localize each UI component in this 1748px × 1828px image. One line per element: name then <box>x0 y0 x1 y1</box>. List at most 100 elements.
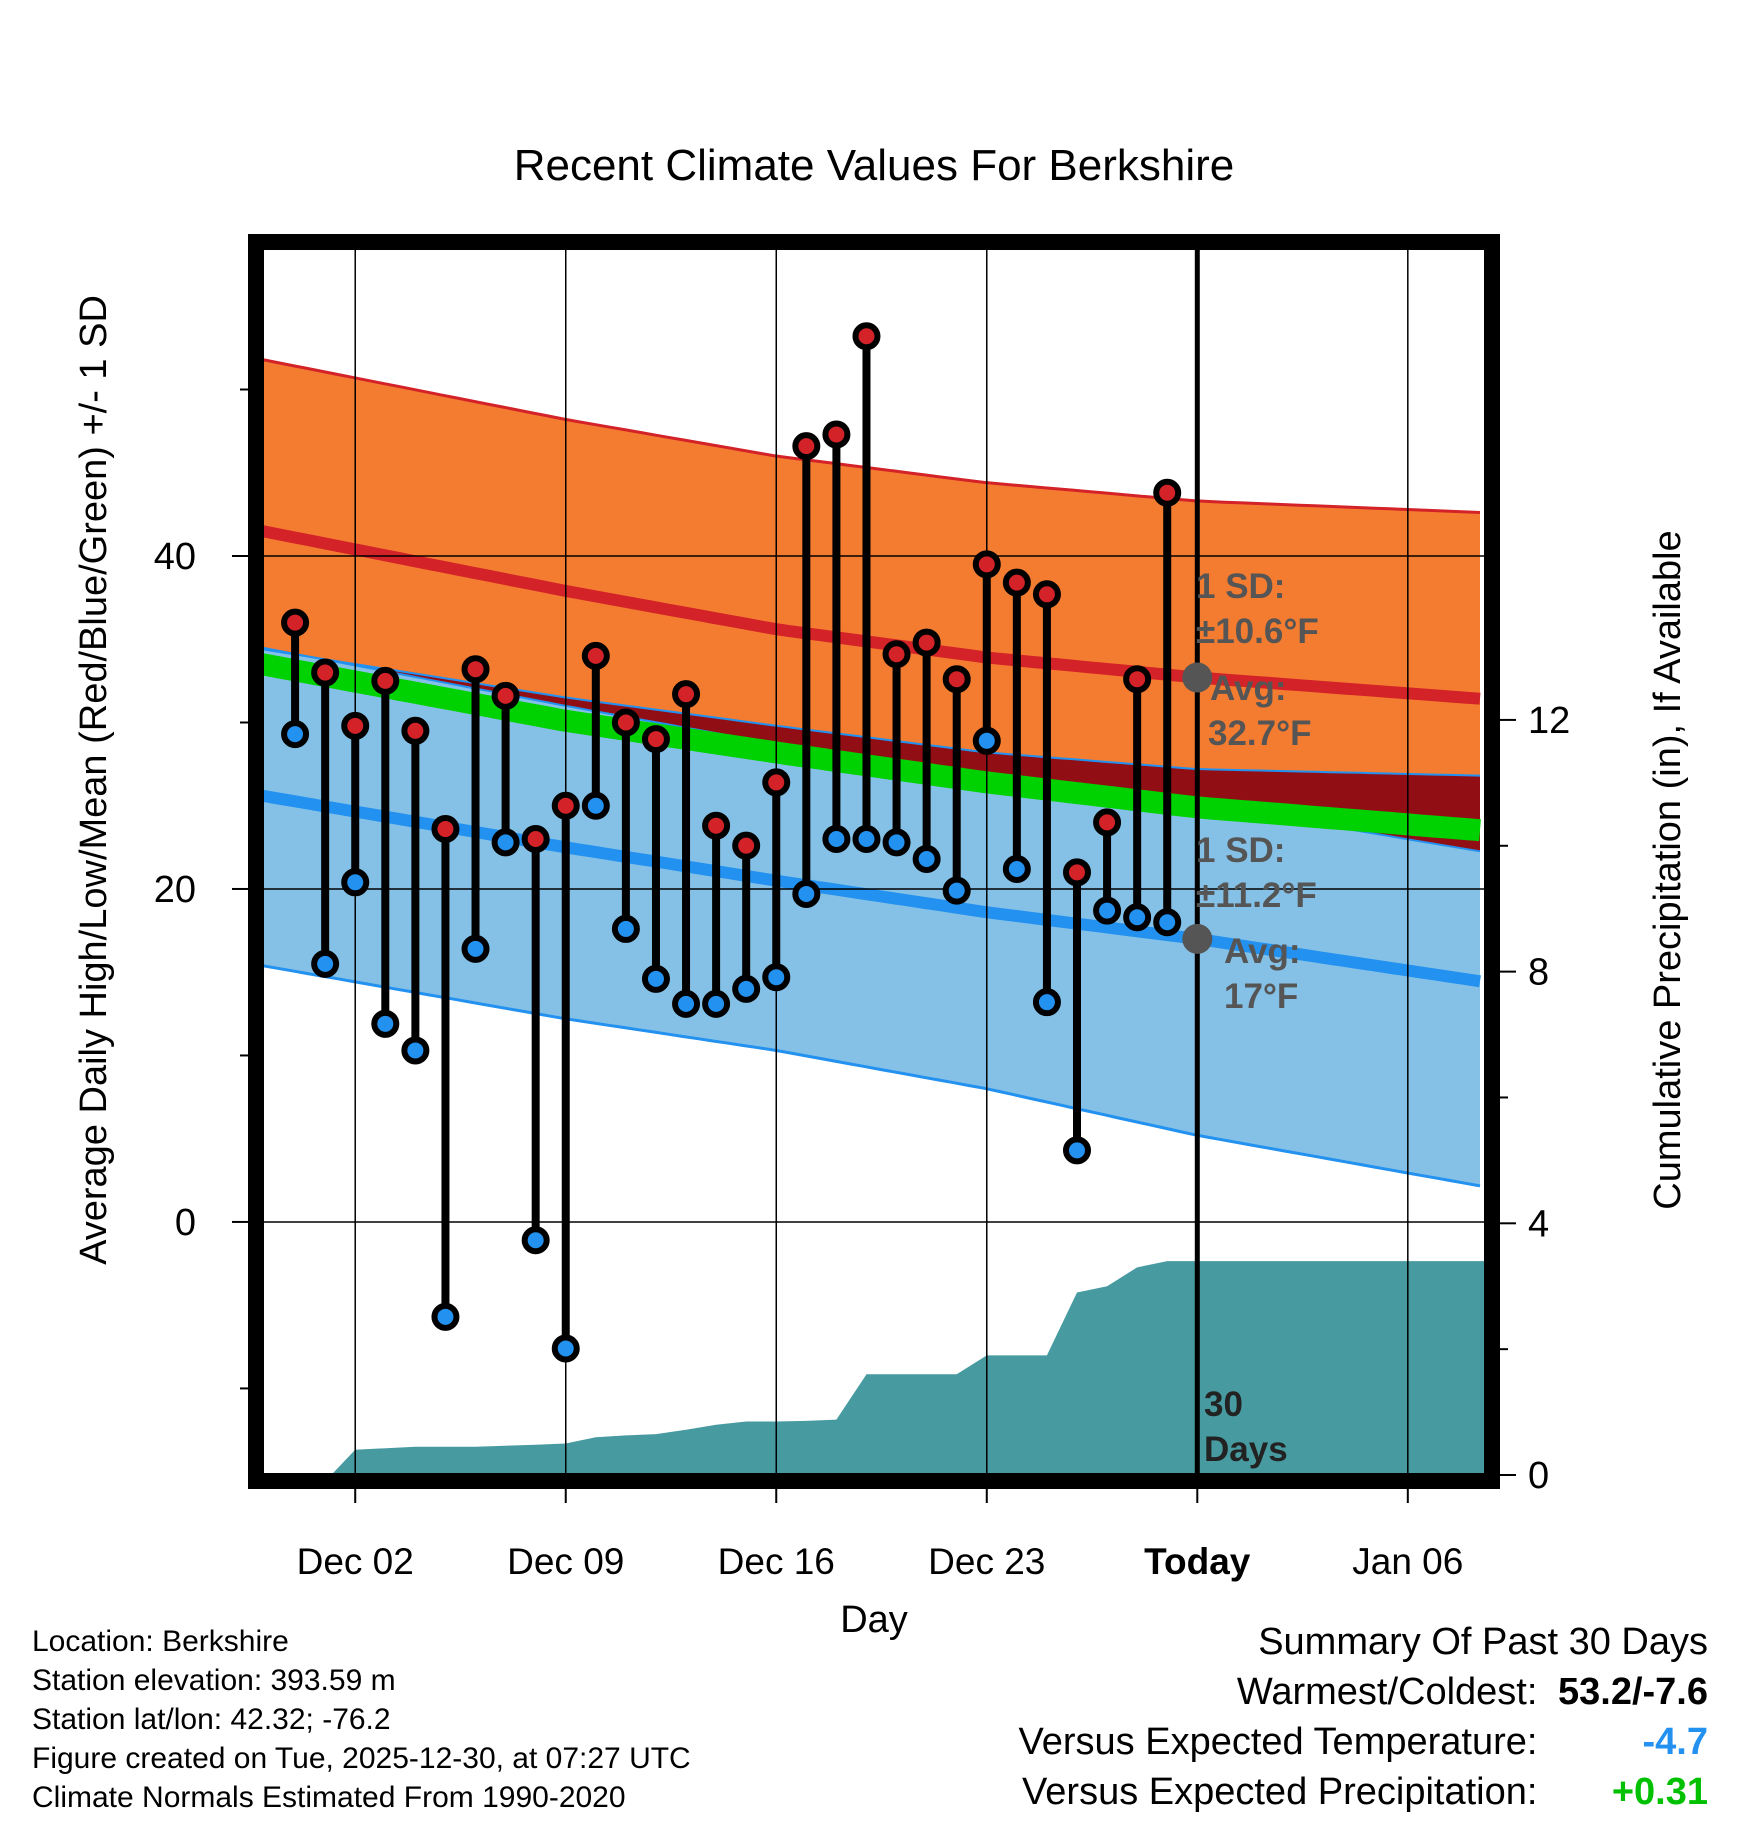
obs-low-point <box>1123 903 1152 932</box>
obs-low-point <box>491 828 520 857</box>
obs-low-point <box>1062 1136 1091 1165</box>
obs-low-point <box>371 1009 400 1038</box>
precip-value: +0.31 <box>1611 1771 1708 1813</box>
obs-low-point <box>762 963 791 992</box>
x-tick-label: Dec 23 <box>928 1541 1045 1582</box>
plot-area <box>262 248 1486 1475</box>
obs-high-point <box>1093 808 1122 837</box>
x-axis-label: Day <box>840 1599 908 1641</box>
obs-high-point <box>1153 478 1182 507</box>
obs-low-point <box>702 989 731 1018</box>
obs-low-point <box>281 720 310 749</box>
obs-low-point <box>732 974 761 1003</box>
high-upper-edge <box>262 358 1481 514</box>
normal-low-line <box>262 789 1481 988</box>
obs-low-point <box>431 1302 460 1331</box>
obs-low-point <box>1093 896 1122 925</box>
obs-high-point <box>401 716 430 745</box>
normal-mean-line <box>262 653 1481 842</box>
normal-high-line <box>262 525 1481 705</box>
high-sd-band <box>262 359 1480 852</box>
obs-high-point <box>281 608 310 637</box>
obs-low-point <box>551 1334 580 1363</box>
obs-low-point <box>852 825 881 854</box>
obs-high-point <box>491 681 520 710</box>
obs-low-point <box>972 726 1001 755</box>
high-sd-value: ±10.6°F <box>1196 612 1319 651</box>
x-tick-label: Dec 02 <box>297 1541 414 1582</box>
obs-low-point <box>581 791 610 820</box>
obs-low-point <box>942 876 971 905</box>
obs-high-point <box>852 322 881 351</box>
obs-high-point <box>1123 665 1152 694</box>
chart-title: Recent Climate Values For Berkshire <box>514 141 1235 190</box>
obs-low-point <box>641 964 670 993</box>
y2-tick-label: 12 <box>1528 700 1570 742</box>
obs-high-point <box>1032 580 1061 609</box>
location-text: Location: Berkshire <box>32 1625 289 1658</box>
x-tick-label: Dec 16 <box>718 1541 835 1582</box>
x-tick-label: Jan 06 <box>1352 1541 1463 1582</box>
low-avg-label: Avg: <box>1224 932 1300 971</box>
precip-row: Versus Expected Precipitation: +0.31 <box>1019 1767 1708 1817</box>
obs-high-point <box>521 825 550 854</box>
obs-high-point <box>942 665 971 694</box>
obs-low-point <box>672 989 701 1018</box>
low-avg-marker <box>1182 923 1213 954</box>
average-markers <box>1182 662 1213 954</box>
low-sd-label: 1 SD: <box>1196 831 1285 870</box>
precip-label: Versus Expected Precipitation: <box>1022 1771 1538 1813</box>
obs-low-point <box>822 825 851 854</box>
obs-high-point <box>792 432 821 461</box>
y-axis-label: Average Daily High/Low/Mean (Red/Blue/Gr… <box>73 295 115 1265</box>
normals-text: Climate Normals Estimated From 1990-2020 <box>32 1781 626 1814</box>
obs-high-point <box>822 420 851 449</box>
obs-low-point <box>401 1036 430 1065</box>
high-sd-label: 1 SD: <box>1196 567 1285 606</box>
obs-high-point <box>702 811 731 840</box>
obs-low-point <box>341 868 370 897</box>
low-sd-value: ±11.2°F <box>1196 876 1317 915</box>
latlon-text: Station lat/lon: 42.32; -76.2 <box>32 1703 391 1736</box>
temp-label: Versus Expected Temperature: <box>1018 1721 1538 1763</box>
warm-cold-row: Warmest/Coldest: 53.2/-7.6 <box>1019 1667 1708 1717</box>
obs-high-point <box>611 708 640 737</box>
obs-high-point <box>551 791 580 820</box>
elevation-text: Station elevation: 393.59 m <box>32 1664 396 1697</box>
low-avg-value: 17°F <box>1224 977 1298 1016</box>
y-tick-label: 40 <box>154 536 196 578</box>
obs-low-point <box>1153 908 1182 937</box>
y2-tick-label: 8 <box>1528 952 1549 994</box>
summary-title: Summary Of Past 30 Days <box>1258 1621 1708 1663</box>
obs-low-point <box>1002 854 1031 883</box>
observations <box>281 322 1182 1363</box>
warm-cold-value: 53.2/-7.6 <box>1558 1671 1708 1713</box>
obs-low-point <box>882 828 911 857</box>
obs-high-point <box>461 655 490 684</box>
y-tick-label: 20 <box>154 869 196 911</box>
summary-panel: Summary Of Past 30 Days Warmest/Coldest:… <box>1019 1617 1708 1817</box>
temp-value: -4.7 <box>1642 1721 1708 1763</box>
obs-high-point <box>762 768 791 797</box>
warm-cold-label: Warmest/Coldest: <box>1236 1671 1538 1713</box>
obs-low-point <box>792 879 821 908</box>
axes: Dec 02 Dec 09 Dec 16 Dec 23 Today Jan 0602040… <box>154 388 1570 1582</box>
x-tick-label: Dec 09 <box>507 1541 624 1582</box>
window-unit: Days <box>1204 1430 1288 1469</box>
obs-high-point <box>311 658 340 687</box>
precipitation-area <box>262 1261 1486 1475</box>
y2-tick-label: 0 <box>1528 1455 1549 1497</box>
annotations: 1 SD: ±10.6°F Avg: 32.7°F 1 SD: ±11.2°F … <box>1196 567 1319 1469</box>
obs-low-point <box>1032 988 1061 1017</box>
obs-high-point <box>882 640 911 669</box>
temp-row: Versus Expected Temperature: -4.7 <box>1019 1717 1708 1767</box>
obs-high-point <box>912 628 941 657</box>
obs-low-point <box>611 914 640 943</box>
y-tick-label: 0 <box>175 1202 196 1244</box>
created-text: Figure created on Tue, 2025-12-30, at 07… <box>32 1742 691 1775</box>
plot-frame <box>248 234 1500 1489</box>
obs-high-point <box>732 831 761 860</box>
high-avg-label: Avg: <box>1210 669 1286 708</box>
window-number: 30 <box>1204 1385 1243 1424</box>
